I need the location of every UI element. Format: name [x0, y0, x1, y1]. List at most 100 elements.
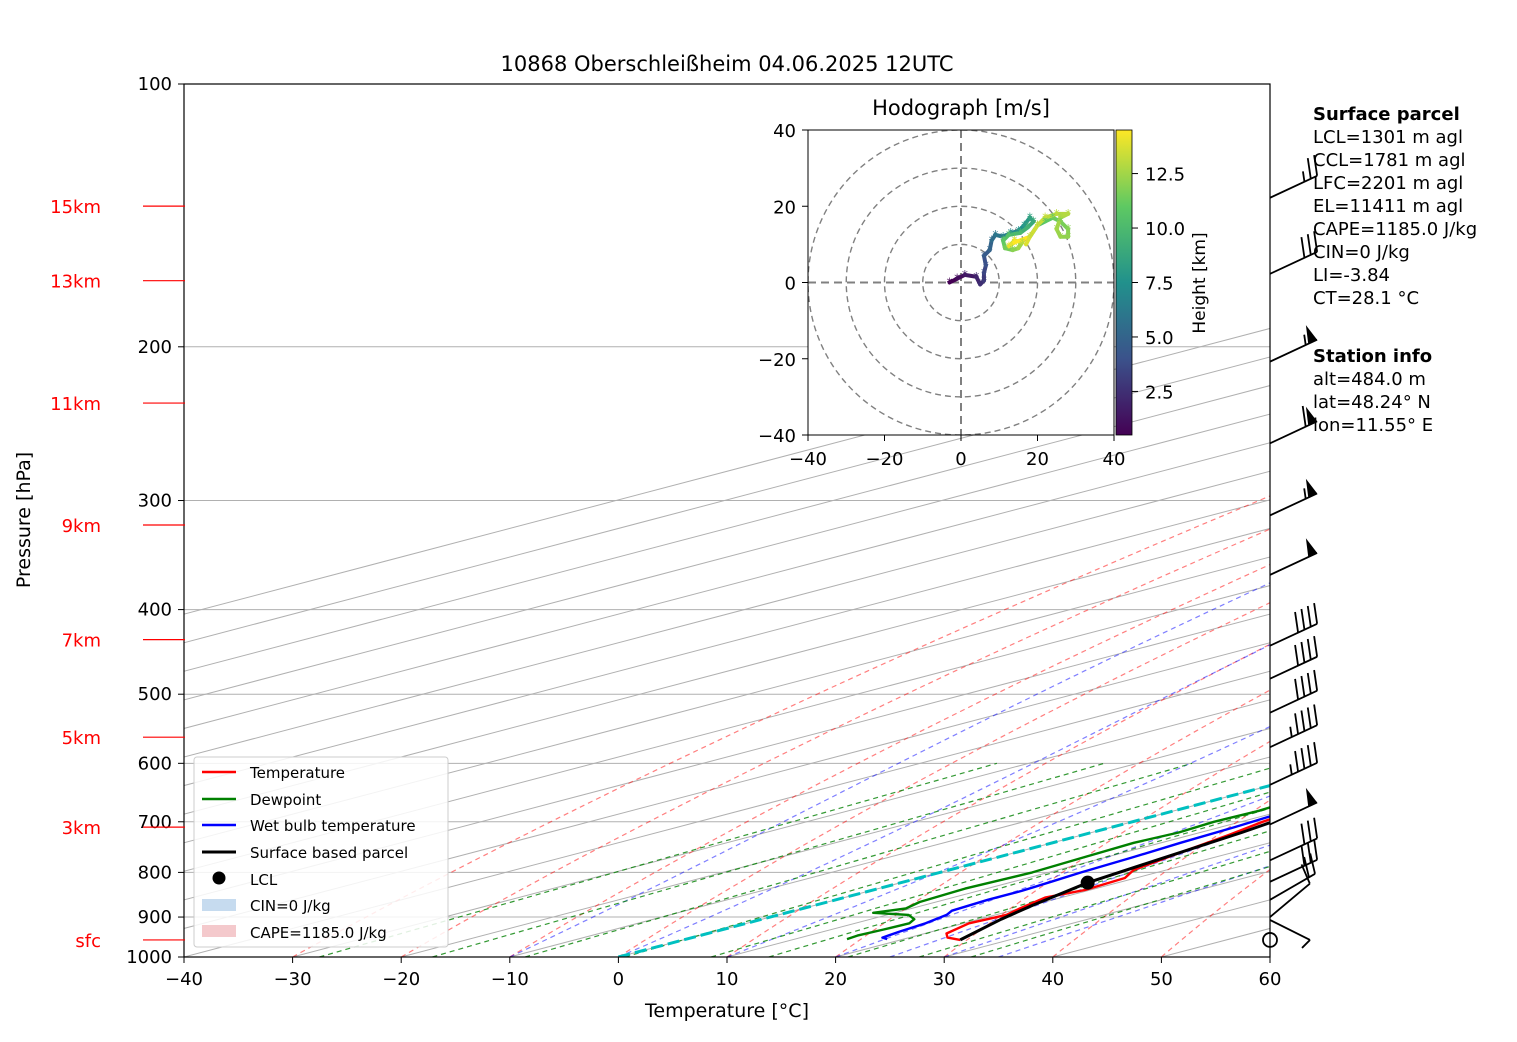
mixing-ratio-line: [919, 850, 1270, 957]
hodograph-point: *: [1012, 234, 1018, 248]
wind-barb: [1269, 853, 1316, 901]
hodograph-title: Hodograph [m/s]: [872, 96, 1050, 120]
colorbar-tick-label: 10.0: [1145, 219, 1185, 240]
legend: Temperature Dewpoint Wet bulb temperatur…: [193, 756, 449, 948]
height-label: sfc: [75, 931, 101, 952]
hodograph-point: *: [1027, 230, 1033, 244]
height-label: 11km: [50, 394, 101, 415]
hodograph-point: *: [1054, 207, 1060, 221]
mixing-ratio-line: [525, 762, 1193, 957]
hodograph-point: *: [989, 234, 995, 248]
chart-title: 10868 Oberschleißheim 04.06.2025 12UTC: [501, 52, 954, 76]
y-axis-label: Pressure [hPa]: [13, 452, 35, 588]
colorbar-label: Height [km]: [1190, 232, 1210, 333]
legend-cape-label: CAPE=1185.0 J/kg: [250, 924, 387, 942]
info-panel: Surface parcel LCL=1301 m agl CCL=1781 m…: [1313, 104, 1477, 436]
station-lat: lat=48.24° N: [1313, 392, 1431, 413]
isotherm-line: [184, 613, 1270, 901]
hodograph-point: *: [992, 228, 998, 242]
x-axis-label: Temperature [°C]: [644, 1000, 809, 1022]
dry-adiabat: [400, 528, 1270, 957]
legend-parcel-label: Surface based parcel: [250, 844, 408, 862]
isotherm-line: [184, 642, 1270, 929]
colorbar-tick-label: 12.5: [1145, 165, 1185, 186]
wind-barb: [1269, 325, 1318, 363]
x-tick-label: −10: [491, 969, 529, 990]
colorbar-tick-label: 2.5: [1145, 382, 1174, 403]
surface-ccl: CCL=1781 m agl: [1313, 150, 1466, 171]
mixing-ratio-line: [432, 762, 1105, 957]
dry-adiabat: [509, 563, 1270, 957]
hodograph-x-tick-label: 0: [955, 449, 966, 470]
x-tick-label: −30: [274, 969, 312, 990]
surface-lfc: LFC=2201 m agl: [1313, 173, 1463, 194]
wind-barb: [1269, 538, 1318, 576]
legend-cin-label: CIN=0 J/kg: [250, 897, 331, 915]
dewpoint-line: [846, 806, 1270, 941]
x-tick-label: 20: [824, 969, 847, 990]
moist-adiabat: [509, 582, 1270, 957]
dry-adiabat: [1487, 84, 1517, 957]
y-tick-label: 500: [138, 684, 172, 705]
hodograph-point: *: [987, 243, 993, 257]
x-tick-label: 50: [1150, 969, 1173, 990]
hodograph-point: *: [977, 277, 983, 291]
wind-barb: [1269, 231, 1319, 275]
wind-barb: [1269, 405, 1318, 445]
y-tick-label: 300: [138, 491, 172, 512]
surface-parcel-title: Surface parcel: [1313, 104, 1460, 125]
height-label: 3km: [62, 818, 101, 839]
hodograph-point: *: [973, 270, 979, 284]
wind-barb: [1269, 704, 1319, 749]
hodograph-point: *: [1023, 237, 1029, 251]
wind-barb: [1262, 919, 1311, 949]
legend-lcl-marker: [212, 871, 226, 885]
hodograph-point: *: [1054, 222, 1060, 236]
profile-lines: [846, 806, 1270, 942]
legend-dewpoint-label: Dewpoint: [250, 791, 321, 809]
height-label: 5km: [62, 728, 101, 749]
station-lon: lon=11.55° E: [1313, 415, 1433, 436]
hodograph-x-tick-label: 40: [1103, 449, 1126, 470]
hodograph-point: *: [1015, 241, 1021, 255]
hodograph-point: *: [947, 276, 953, 290]
hodograph-point: *: [1027, 211, 1033, 225]
x-axis-ticks: −40 −30 −20 −10 0 10 20 30 40 50 60: [165, 957, 1281, 990]
mixing-ratio-line: [624, 767, 1270, 957]
wind-barb: [1269, 864, 1311, 918]
hodograph-segment: [1043, 211, 1059, 220]
height-label: 7km: [62, 631, 101, 652]
legend-lcl-label: LCL: [250, 871, 278, 889]
x-tick-label: 60: [1259, 969, 1282, 990]
x-tick-label: 30: [933, 969, 956, 990]
surface-cape: CAPE=1185.0 J/kg: [1313, 219, 1477, 240]
dry-adiabat: [1052, 799, 1270, 957]
isotherm-line: [184, 327, 1270, 615]
wind-barb: [1269, 742, 1319, 786]
hodograph-point: *: [1008, 226, 1014, 240]
isotherm-line: [184, 413, 1270, 701]
hodograph-point: *: [1057, 230, 1063, 244]
hodograph-point: *: [1035, 218, 1041, 232]
hodograph-point: *: [1021, 218, 1027, 232]
mixing-ratio-line: [319, 762, 998, 957]
hodograph-ticks: −40 −20 0 20 40 40 20 0 −20 −40: [758, 121, 1125, 470]
hodograph-point: *: [1065, 207, 1071, 221]
mixing-ratio-line: [768, 807, 1270, 957]
hodograph-point: *: [1015, 224, 1021, 238]
isotherm-line: [509, 756, 1270, 957]
hodograph-x-tick-label: −20: [866, 449, 904, 470]
hodograph-point: *: [954, 272, 960, 286]
surface-li: LI=-3.84: [1313, 265, 1390, 286]
surface-parcel-line: [959, 821, 1270, 942]
height-label: 15km: [50, 197, 101, 218]
mixing-ratio-line: [847, 830, 1270, 957]
isotherm-line: [401, 727, 1270, 957]
hodograph-point: *: [1019, 235, 1025, 249]
colorbar-tick-label: 5.0: [1145, 328, 1174, 349]
surface-ct: CT=28.1 °C: [1313, 288, 1419, 309]
hodograph-x-tick-label: 20: [1026, 449, 1049, 470]
hodograph-segment: [1054, 215, 1063, 232]
isotherm-line: [184, 670, 1270, 957]
